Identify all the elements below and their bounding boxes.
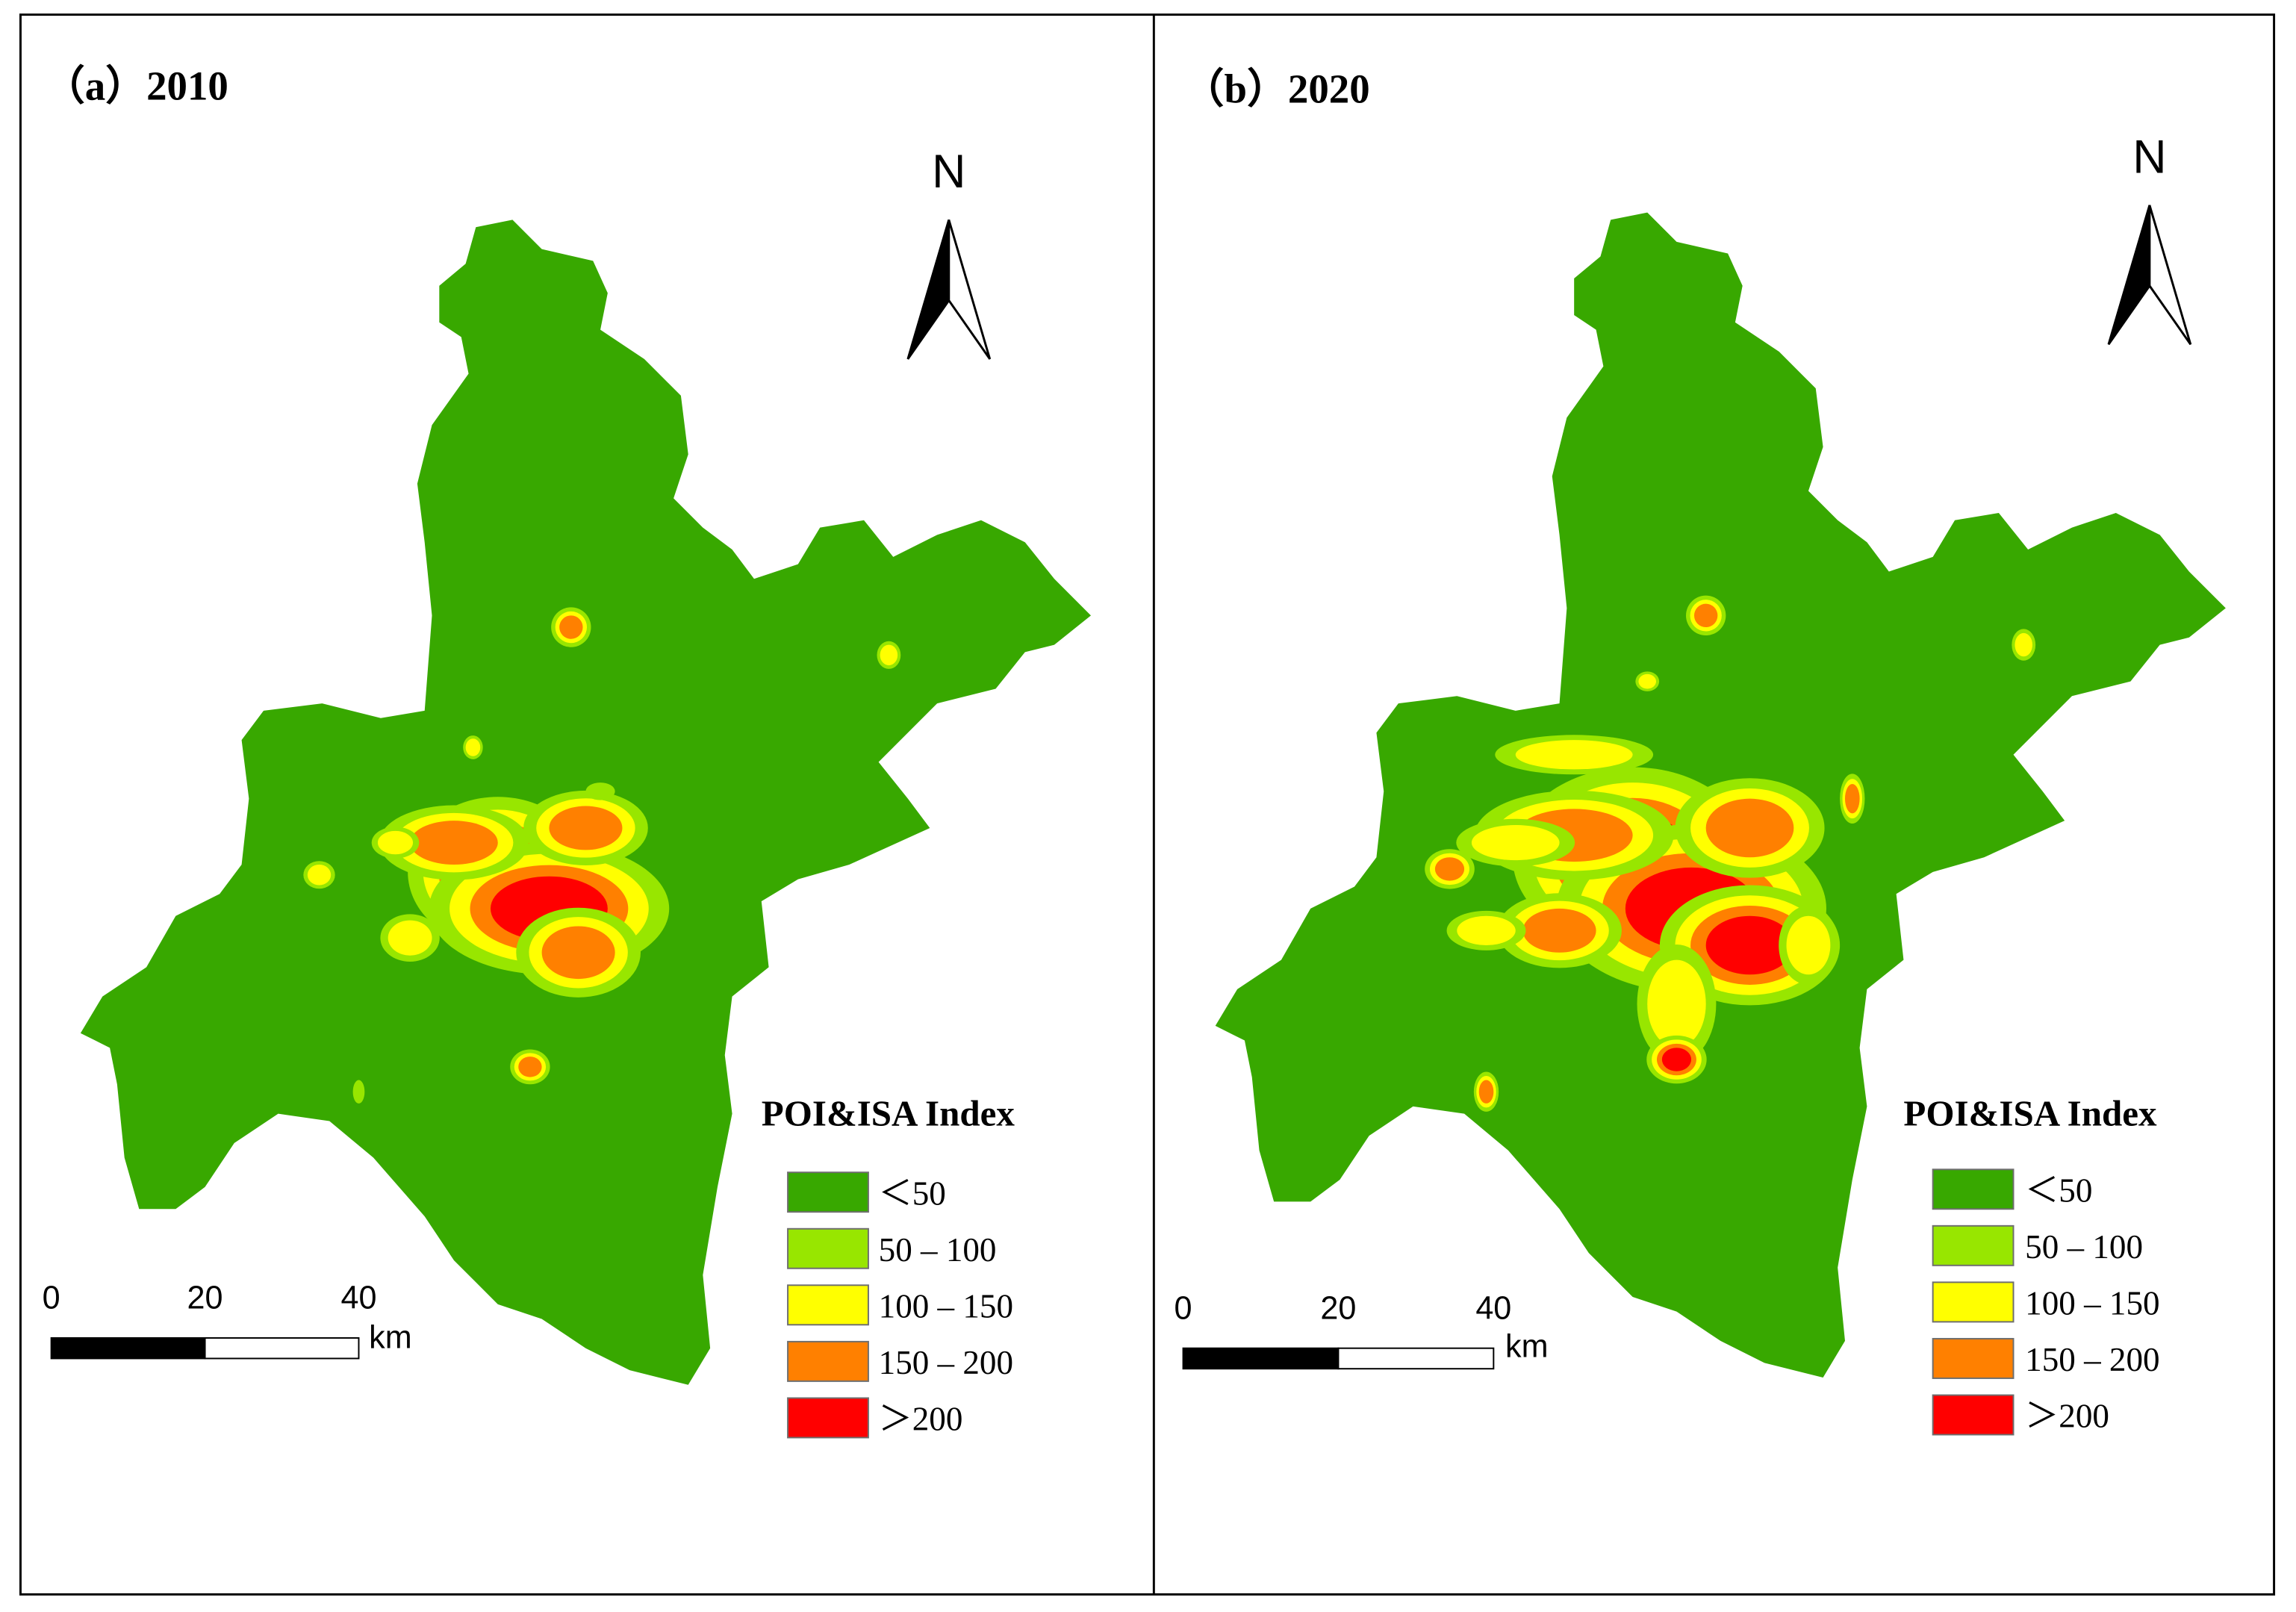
legend-label: ＜50 <box>2025 1171 2092 1209</box>
scale-bar-black <box>50 1336 206 1360</box>
legend-title: POI&ISA Index <box>762 1092 1015 1133</box>
legend-swatch <box>787 1284 869 1326</box>
scale-label: 0 <box>1175 1290 1192 1326</box>
scale-label: 20 <box>187 1280 223 1316</box>
hotspot <box>549 806 623 850</box>
legend-label: 50 – 100 <box>879 1231 997 1269</box>
map <box>1215 212 2226 1378</box>
legend-label: 150 – 200 <box>2025 1341 2159 1378</box>
legend-label: 50 – 100 <box>2025 1228 2143 1266</box>
hotspot <box>880 644 898 666</box>
scale-label: 40 <box>1475 1290 1511 1326</box>
hotspot <box>1515 740 1633 770</box>
hotspot <box>541 926 615 980</box>
legend-swatch <box>787 1171 869 1213</box>
hotspot <box>518 1056 542 1077</box>
hotspot <box>1661 1048 1692 1071</box>
hotspot <box>1647 959 1706 1048</box>
hotspot <box>1457 915 1516 945</box>
hotspot <box>1693 603 1718 628</box>
scale-bar-black <box>1182 1347 1340 1370</box>
hotspot <box>1844 784 1860 814</box>
scale-label: 40 <box>340 1280 376 1316</box>
panel-title: （b）2020 <box>1183 66 1370 111</box>
legend-label: ＞200 <box>2025 1398 2109 1435</box>
legend-label: ＞200 <box>879 1401 963 1438</box>
hotspot <box>1786 915 1831 975</box>
hotspot <box>1638 673 1657 689</box>
legend-swatch <box>787 1397 869 1439</box>
hotspot <box>1705 915 1794 975</box>
north-arrow-right <box>2148 205 2192 346</box>
legend-swatch <box>1932 1224 2015 1266</box>
hotspot <box>377 830 414 855</box>
legend-label: 100 – 150 <box>2025 1285 2159 1322</box>
legend-swatch <box>787 1227 869 1269</box>
panel-title: （a）2010 <box>44 63 228 108</box>
panel: （a）2010 N POI&ISA Index ＜50 50 – 100 100 – 15… <box>43 63 1092 1439</box>
hotspot <box>1434 857 1465 881</box>
hotspot <box>1705 798 1794 858</box>
scale-bar-white <box>1337 1347 1495 1370</box>
legend-swatch <box>787 1340 869 1382</box>
hotspot <box>388 920 432 956</box>
hotspot <box>559 615 583 639</box>
scale-label: 0 <box>43 1280 60 1316</box>
scale-label: 20 <box>1320 1290 1356 1326</box>
legend-swatch <box>1932 1394 2015 1436</box>
map <box>80 220 1092 1385</box>
legend-swatch <box>1932 1168 2015 1210</box>
north-label: N <box>2132 131 2166 184</box>
hotspot <box>352 1080 365 1104</box>
legend-title: POI&ISA Index <box>1903 1092 2157 1133</box>
hotspot <box>1522 908 1596 953</box>
hotspot <box>2015 632 2033 657</box>
scale-bar-white <box>204 1336 360 1360</box>
hotspot <box>1478 1080 1494 1104</box>
hotspot <box>465 738 481 756</box>
north-label: N <box>932 146 965 198</box>
legend-label: 100 – 150 <box>879 1287 1013 1325</box>
legend-label: 150 – 200 <box>879 1344 1013 1381</box>
hotspot <box>585 782 615 800</box>
legend-swatch <box>1932 1337 2015 1379</box>
panel: （b）2020 N POI&ISA Index ＜50 50 – 100 100 – 15… <box>1175 66 2226 1436</box>
hotspot <box>410 821 498 865</box>
legend-label: ＜50 <box>879 1174 946 1212</box>
north-arrow-right <box>948 219 992 360</box>
scale-unit: km <box>1505 1328 1549 1364</box>
scale-unit: km <box>369 1320 412 1356</box>
legend-swatch <box>1932 1281 2015 1323</box>
hotspot <box>307 865 332 886</box>
hotspot <box>1471 825 1560 861</box>
